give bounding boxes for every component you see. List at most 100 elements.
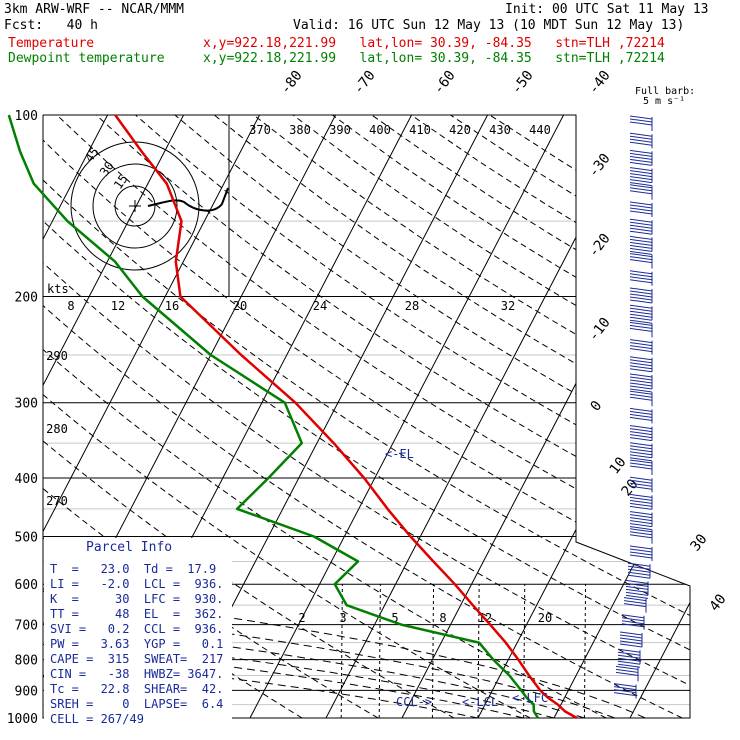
wind-barb-feather [615,671,639,676]
forecast-hour: Fcst: 40 h [4,18,98,33]
wind-barb-feather [629,190,653,195]
isotherm-line [325,115,641,718]
wind-barb-feather [629,316,653,321]
wind-barb-feather [629,393,653,398]
wind-barb-feather [629,321,653,326]
theta-tick-label: 380 [289,123,311,137]
wind-barb-feather [629,152,653,157]
wind-barb-feather [629,250,653,255]
wind-barb-feather [629,462,653,467]
wind-barb-feather [621,623,645,628]
hodograph-unit-label: kts [47,282,69,296]
wind-barb-feather [629,514,653,519]
wind-barb-feather [627,565,651,570]
hodograph-ring [114,185,156,227]
isotherm-tick-label: -10 [586,315,614,345]
pressure-tick-label: 100 [15,109,38,124]
isotherm-line [553,115,690,718]
wind-barb-feather [629,459,653,464]
ccl-annotation: CCL-> [396,695,432,709]
wind-barb-feather [629,327,653,332]
pressure-tick-label: 200 [15,291,38,306]
pressure-tick-label: 400 [15,472,38,487]
wind-barb-feather [629,339,653,344]
wind-barb-feather [629,493,653,498]
parcel-row: T = 23.0 Td = 17.9 [50,562,217,576]
wind-barb-feather [625,582,649,587]
pressure-tick-label: 600 [15,578,38,593]
wind-barb-feather [629,548,653,553]
theta-tick-label: 410 [409,123,431,137]
mixing-ratio-tick-label: 3 [339,611,346,625]
theta-tick-label: 440 [529,123,551,137]
moist-adiabat-line [43,296,524,718]
wind-barb-feather [629,376,653,381]
wind-barb-feather [619,640,643,645]
wind-barb-feather [629,218,653,223]
wind-barb-feather [619,637,643,642]
wind-barb-feather [629,526,653,531]
mixing-ratio-tick-label: 8 [439,611,446,625]
hodograph-trace [147,187,229,212]
mixing-ratio-line [378,584,381,718]
wind-barb-feather [629,356,653,361]
wind-barb-feather [629,434,653,439]
wind-barb-feather [629,437,653,442]
wind-barb-feather [629,407,653,412]
moist-adiabat-line [43,296,479,718]
dry-adiabat-line [43,115,690,718]
wind-barb-feather [629,221,653,226]
theta-tick-label: 370 [249,123,271,137]
wind-barb-feather [629,173,653,178]
dry-adiabat-line [43,115,607,718]
dry-adiabat-line [174,115,690,718]
pressure-tick-label: 700 [15,619,38,634]
wind-barb-feather [629,448,653,453]
wind-barb-feather [629,256,653,261]
isotherm-line [629,115,690,718]
wind-barb-feather [629,362,653,367]
parcel-row: TT = 48 EL = 362. [50,607,224,621]
wind-barb-feather [629,155,653,160]
wind-barb-feather [621,617,645,622]
isotherm-tick-label: -70 [351,68,379,98]
wind-barb-feather [617,654,641,659]
hodograph-scale-label: 32 [501,299,515,313]
theta-tick-label: 400 [369,123,391,137]
wind-legend-label: Full barb: [635,86,695,97]
mixing-ratio-line [431,584,435,718]
wind-barb-feather [629,182,653,187]
wind-barb-feather [629,454,653,459]
wind-barb-feather [617,657,641,662]
pressure-tick-label: 800 [15,654,38,669]
wind-barb-feather [629,457,653,462]
wind-barb-feather [629,410,653,415]
wind-barb-feather [629,485,653,490]
wind-barb-feather [629,304,653,309]
dry-adiabat-line [43,115,683,718]
mixing-ratio-line [477,584,480,718]
wind-barb-feather [629,293,653,298]
wind-barb-feather [629,187,653,192]
pressure-tick-label: 1000 [7,712,38,727]
wind-barb-feather [627,568,651,573]
wind-barb-feather [629,451,653,456]
wind-barb-feather [629,416,653,421]
wind-barb-feather [629,523,653,528]
init-time: Init: 00 UTC Sat 11 May 13 [505,2,709,17]
dry-adiabat-line [253,115,690,718]
hodograph-ring [92,163,178,249]
wind-barb-feather [629,259,653,264]
wind-barb-feather [629,201,653,206]
wind-barb-feather [627,574,651,579]
wind-barb-feather [629,167,653,172]
wind-barb-feather [625,594,649,599]
wind-barb-feather [629,224,653,229]
hodograph-ring-label: 30 [97,159,117,179]
wind-legend-unit: 5 m s⁻¹ [643,96,685,107]
wind-barb-feather [629,368,653,373]
dry-adiabat-line [213,115,690,718]
wind-barb-feather [629,502,653,507]
